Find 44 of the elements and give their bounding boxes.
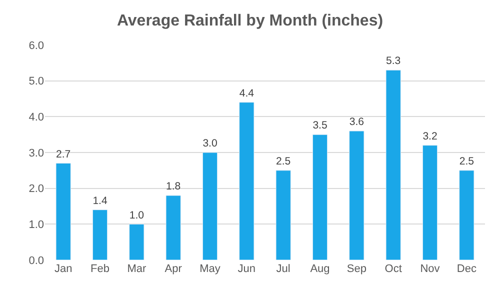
- x-tick-label: Jul: [276, 263, 290, 275]
- x-tick-label: Mar: [127, 263, 146, 275]
- bar: [56, 163, 71, 260]
- data-label: 2.5: [276, 156, 291, 168]
- x-tick-label: Dec: [456, 263, 477, 275]
- data-label: 1.4: [92, 194, 108, 207]
- bar: [239, 102, 254, 260]
- bar: [349, 130, 364, 260]
- data-label: 1.0: [129, 209, 144, 222]
- y-tick-label: 1.0: [28, 219, 44, 232]
- x-tick-label: Nov: [420, 263, 440, 275]
- data-label: 2.5: [459, 156, 474, 168]
- bar: [422, 145, 438, 260]
- y-tick-label: 4.0: [28, 112, 44, 124]
- bar: [276, 170, 291, 260]
- data-label: 5.3: [386, 55, 401, 68]
- x-tick-label: Oct: [384, 263, 402, 275]
- x-tick-label: Sep: [346, 263, 366, 275]
- x-tick-label: Jan: [54, 263, 72, 275]
- data-label: 3.5: [312, 120, 328, 132]
- bar: [312, 134, 328, 260]
- bar: [129, 224, 144, 260]
- x-tick-label: May: [200, 263, 221, 275]
- data-label: 4.4: [239, 87, 254, 100]
- y-tick-label: 3.0: [28, 147, 44, 160]
- bar: [92, 210, 108, 260]
- x-tick-label: Aug: [310, 263, 330, 275]
- bar: [166, 195, 181, 260]
- data-label: 3.2: [422, 130, 438, 142]
- y-tick-label: 2.0: [28, 183, 44, 196]
- chart-title: Average Rainfall by Month (inches): [116, 12, 384, 30]
- bar: [459, 170, 474, 260]
- data-label: 3.0: [202, 138, 218, 150]
- data-label: 3.6: [349, 116, 364, 128]
- data-label: 1.8: [166, 180, 181, 193]
- data-label: 2.7: [56, 148, 71, 160]
- y-tick-label: 6.0: [28, 40, 44, 52]
- y-tick-label: 0.0: [28, 254, 44, 267]
- bar: [386, 70, 401, 260]
- y-tick-label: 5.0: [28, 76, 44, 88]
- x-tick-label: Apr: [164, 263, 182, 275]
- bar: [202, 152, 218, 260]
- x-tick-label: Jun: [238, 263, 256, 275]
- x-tick-label: Feb: [90, 263, 110, 275]
